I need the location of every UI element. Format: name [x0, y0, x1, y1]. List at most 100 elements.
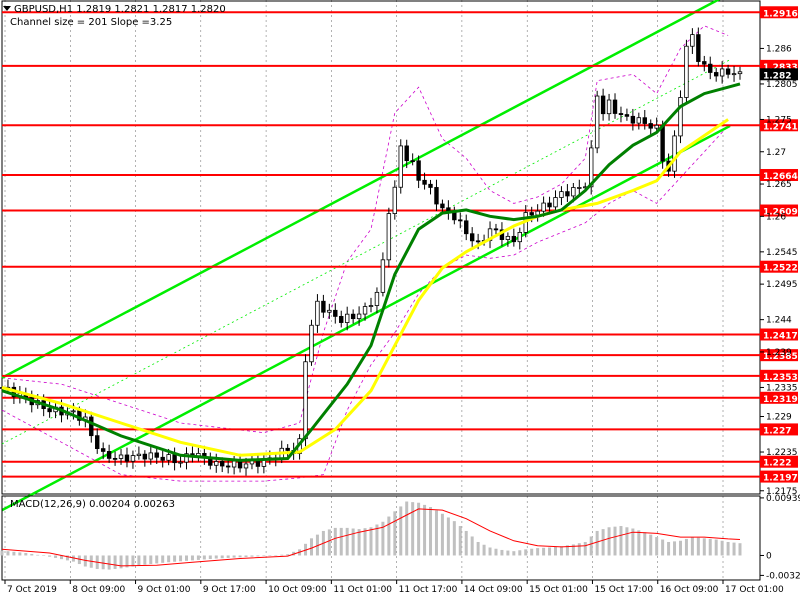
macd-bar — [482, 544, 486, 556]
macd-bar — [655, 537, 659, 556]
macd-signal-line — [1, 508, 741, 567]
level-label: 1.2197 — [763, 474, 798, 484]
level-label-box — [760, 470, 798, 483]
macd-bar — [399, 506, 403, 556]
candle-body — [71, 410, 76, 413]
level-label: 1.2353 — [763, 373, 798, 383]
y-tick-label: 1.2335 — [766, 383, 798, 393]
candle-body — [630, 115, 636, 124]
x-tick-label: 11 Oct 17:00 — [399, 585, 458, 595]
macd-bar — [155, 555, 159, 564]
candle-body — [374, 291, 380, 306]
macd-bar — [684, 538, 688, 556]
ma-green-line — [1, 82, 741, 462]
candle-body — [130, 455, 136, 462]
macd-y-tick-label: -0.00325 — [766, 571, 800, 581]
macd-bar — [536, 548, 540, 556]
macd-bar — [559, 546, 563, 556]
macd-bar — [369, 527, 373, 556]
x-tick-label: 9 Oct 17:00 — [203, 585, 256, 595]
macd-bar — [589, 536, 593, 556]
x-tick-label: 16 Oct 09:00 — [660, 585, 719, 595]
x-tick-label: 9 Oct 01:00 — [138, 585, 191, 595]
candle-body — [696, 34, 701, 62]
candle-body — [469, 233, 475, 242]
candle-body — [725, 68, 731, 75]
candle-body — [547, 202, 552, 208]
macd-bar — [83, 555, 87, 567]
candle-body — [541, 202, 546, 212]
candle-body — [231, 460, 237, 468]
candle-body — [118, 454, 124, 459]
macd-bar — [601, 529, 605, 556]
candle-body — [642, 117, 647, 124]
macd-bar — [119, 555, 123, 569]
macd-bar — [101, 555, 105, 570]
macd-bar — [167, 555, 171, 563]
macd-bar — [375, 524, 379, 556]
macd-bar — [738, 543, 742, 556]
channel-mid-line — [1, 59, 731, 445]
macd-bar — [631, 528, 635, 556]
macd-bar — [268, 555, 272, 556]
candle-body — [136, 453, 142, 456]
candle-body — [380, 259, 386, 293]
macd-bar — [60, 555, 64, 560]
price-pane-frame — [1, 0, 761, 495]
candle-body — [600, 95, 606, 115]
channel-lower-line — [1, 124, 731, 512]
candle-body — [684, 45, 689, 98]
macd-bar — [625, 527, 629, 556]
macd-bar — [232, 555, 236, 558]
y-tick-label: 1.229 — [766, 413, 792, 423]
macd-bar — [488, 547, 492, 556]
level-label-box — [760, 455, 798, 468]
candle-body — [333, 309, 338, 317]
level-label: 1.2522 — [763, 264, 798, 274]
level-label-box — [760, 369, 798, 382]
level-label-box — [760, 168, 798, 181]
macd-bar — [185, 555, 188, 561]
candle-body — [321, 300, 326, 313]
macd-bar — [500, 549, 504, 556]
macd-bar — [173, 555, 177, 562]
macd-bar — [476, 541, 480, 556]
level-label: 1.2741 — [763, 122, 798, 132]
symbol-dropdown-icon[interactable] — [3, 6, 11, 11]
macd-bar — [65, 555, 69, 561]
candle-body — [237, 460, 243, 469]
macd-bar — [613, 526, 617, 556]
candle-body — [737, 71, 743, 75]
candle-body — [672, 135, 677, 172]
macd-bar — [327, 529, 331, 556]
candle-body — [178, 461, 183, 464]
candle-body — [428, 183, 433, 188]
current-price-box — [760, 68, 798, 81]
macd-bar — [411, 502, 415, 556]
macd-bar — [363, 528, 367, 556]
candle-body — [166, 454, 171, 461]
macd-bar — [702, 538, 706, 556]
macd-bar — [720, 540, 724, 556]
macd-bar — [196, 555, 200, 560]
candle-body — [654, 124, 659, 129]
y-tick-label: 1.275 — [766, 115, 792, 125]
macd-bar — [179, 555, 183, 562]
candle-body — [142, 453, 148, 460]
candle-body — [112, 457, 118, 460]
x-tick-label: 14 Oct 09:00 — [464, 585, 523, 595]
y-tick-label: 1.2495 — [766, 280, 798, 290]
candle-body — [529, 212, 534, 216]
macd-bar — [542, 547, 546, 556]
macd-bar — [113, 555, 117, 569]
macd-bar — [286, 554, 290, 556]
y-tick-label: 1.265 — [766, 180, 792, 190]
candle-body — [285, 447, 290, 451]
x-tick-label: 15 Oct 17:00 — [594, 585, 653, 595]
band-lower-line — [1, 125, 729, 482]
macd-bar — [423, 504, 427, 556]
candle-body — [577, 187, 582, 189]
candle-body — [553, 197, 558, 208]
macd-bar — [220, 555, 224, 559]
